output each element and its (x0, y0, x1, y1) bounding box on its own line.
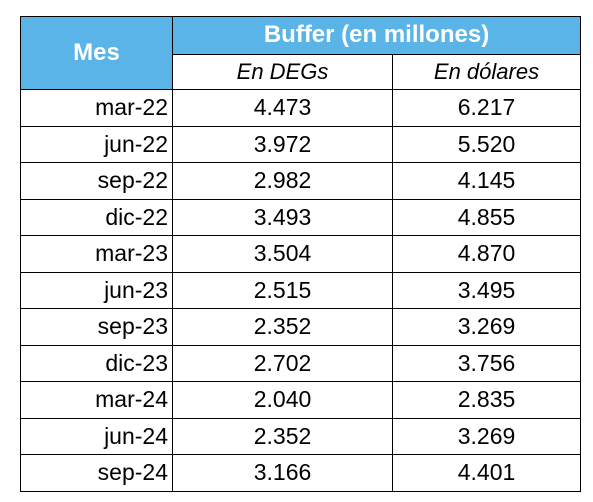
header-en-dolares: En dólares (391, 53, 582, 90)
cell-mes: mar-22 (20, 89, 173, 127)
cell-en-degs: 2.982 (172, 162, 393, 200)
table-row: dic-23 2.702 3.756 (20, 344, 582, 382)
cell-en-degs: 4.473 (172, 89, 393, 127)
cell-en-degs: 3.493 (172, 198, 393, 236)
cell-mes: sep-24 (20, 454, 173, 492)
table-row: jun-22 3.972 5.520 (20, 125, 582, 163)
cell-mes: mar-23 (20, 235, 173, 273)
table-body: mar-22 4.473 6.217 jun-22 3.972 5.520 sep-22 2.… (20, 89, 582, 492)
header-mes: Mes (20, 16, 173, 90)
table-header: Mes Buffer (en millones) En DEGs En dóla… (20, 16, 582, 90)
cell-en-degs: 2.702 (172, 344, 393, 382)
cell-en-degs: 2.352 (172, 308, 393, 346)
table-row: jun-23 2.515 3.495 (20, 271, 582, 309)
cell-en-dolares: 4.401 (391, 454, 582, 492)
table-row: mar-23 3.504 4.870 (20, 235, 582, 273)
cell-en-degs: 2.515 (172, 271, 393, 309)
cell-en-dolares: 4.870 (391, 235, 582, 273)
cell-en-dolares: 2.835 (391, 381, 582, 419)
cell-en-dolares: 5.520 (391, 125, 582, 163)
cell-mes: jun-24 (20, 417, 173, 455)
cell-en-degs: 3.972 (172, 125, 393, 163)
buffer-table: Mes Buffer (en millones) En DEGs En dóla… (20, 16, 582, 492)
cell-en-degs: 2.040 (172, 381, 393, 419)
buffer-table-container: Mes Buffer (en millones) En DEGs En dóla… (20, 16, 582, 492)
cell-mes: sep-23 (20, 308, 173, 346)
table-row: sep-24 3.166 4.401 (20, 454, 582, 492)
cell-en-degs: 2.352 (172, 417, 393, 455)
table-row: mar-24 2.040 2.835 (20, 381, 582, 419)
cell-en-dolares: 3.269 (391, 417, 582, 455)
header-buffer-group: Buffer (en millones) (171, 16, 582, 55)
cell-mes: jun-23 (20, 271, 173, 309)
cell-mes: jun-22 (20, 125, 173, 163)
cell-en-degs: 3.166 (172, 454, 393, 492)
cell-en-degs: 3.504 (172, 235, 393, 273)
cell-mes: sep-22 (20, 162, 173, 200)
table-row: mar-22 4.473 6.217 (20, 89, 582, 127)
cell-mes: dic-22 (20, 198, 173, 236)
cell-en-dolares: 4.145 (391, 162, 582, 200)
cell-en-dolares: 3.269 (391, 308, 582, 346)
table-row: sep-23 2.352 3.269 (20, 308, 582, 346)
cell-mes: mar-24 (20, 381, 173, 419)
table-row: sep-22 2.982 4.145 (20, 162, 582, 200)
cell-en-dolares: 6.217 (391, 89, 582, 127)
cell-en-dolares: 3.756 (391, 344, 582, 382)
header-en-degs: En DEGs (172, 53, 393, 90)
table-row: jun-24 2.352 3.269 (20, 417, 582, 455)
table-row: dic-22 3.493 4.855 (20, 198, 582, 236)
cell-en-dolares: 3.495 (391, 271, 582, 309)
cell-en-dolares: 4.855 (391, 198, 582, 236)
cell-mes: dic-23 (20, 344, 173, 382)
